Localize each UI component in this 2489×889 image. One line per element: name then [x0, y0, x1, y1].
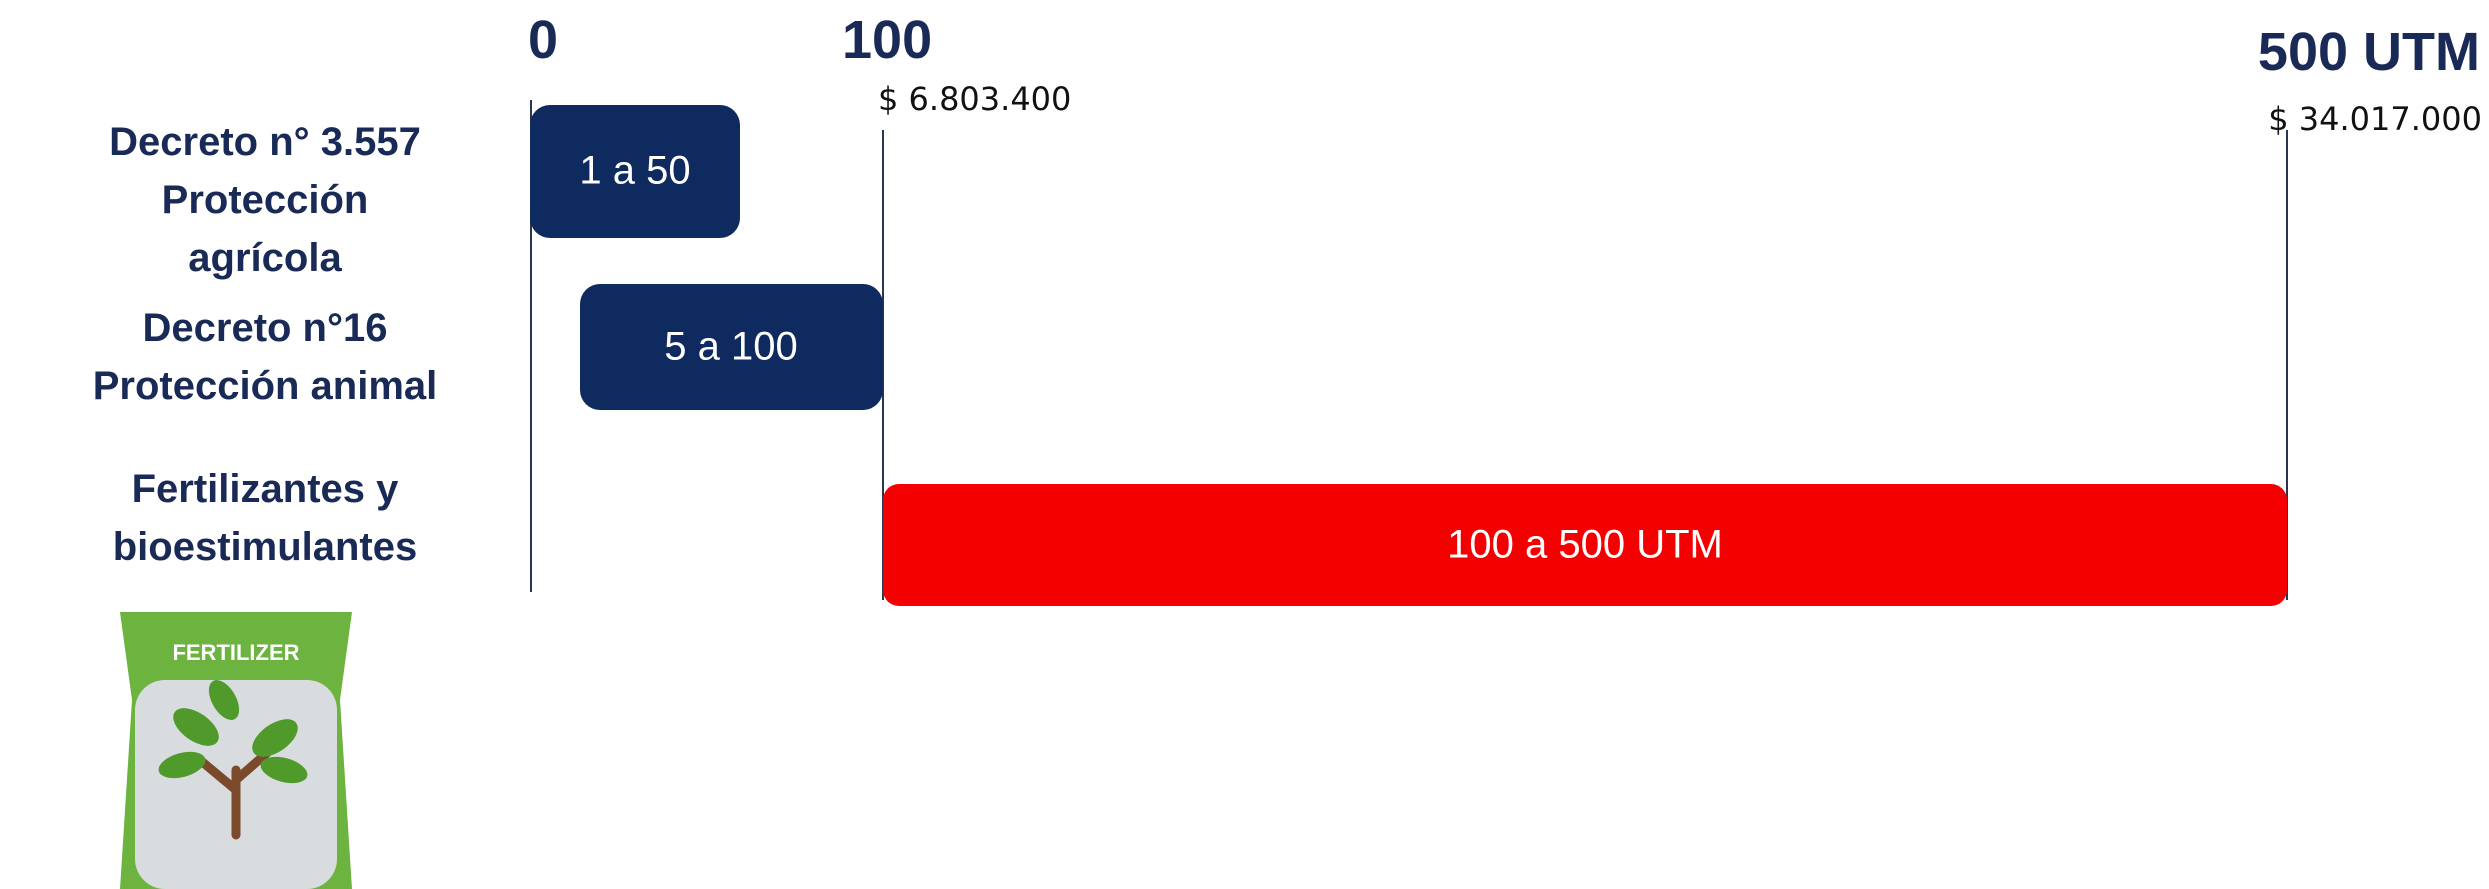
row-label: bioestimulantes [113, 525, 418, 569]
row-label: agrícola [188, 236, 342, 280]
row-label: Decreto n°16 [143, 306, 388, 350]
row-label: Protección animal [93, 364, 438, 408]
icon-label: FERTILIZER [172, 640, 299, 665]
row-label: Fertilizantes y [132, 467, 400, 511]
fertilizer-icon: FERTILIZER [120, 612, 352, 889]
amount-label: $ 34.017.000 [2268, 100, 2482, 138]
slide: 0 100 500 UTM $ 6.803.400 $ 34.017.000 D… [0, 0, 2489, 889]
bar-label: 1 a 50 [579, 149, 690, 193]
axis-tick: 0 [528, 10, 558, 70]
amount-label: $ 6.803.400 [878, 80, 1071, 118]
page: 0 100 500 UTM $ 6.803.400 $ 34.017.000 D… [0, 0, 2489, 889]
bar-label: 100 a 500 UTM [1447, 523, 1723, 567]
axis-tick: 500 UTM [2258, 22, 2480, 82]
row-label: Protección [162, 178, 369, 222]
row-label: Decreto n° 3.557 [109, 120, 421, 164]
axis-tick: 100 [842, 10, 932, 70]
bar-label: 5 a 100 [664, 325, 797, 369]
